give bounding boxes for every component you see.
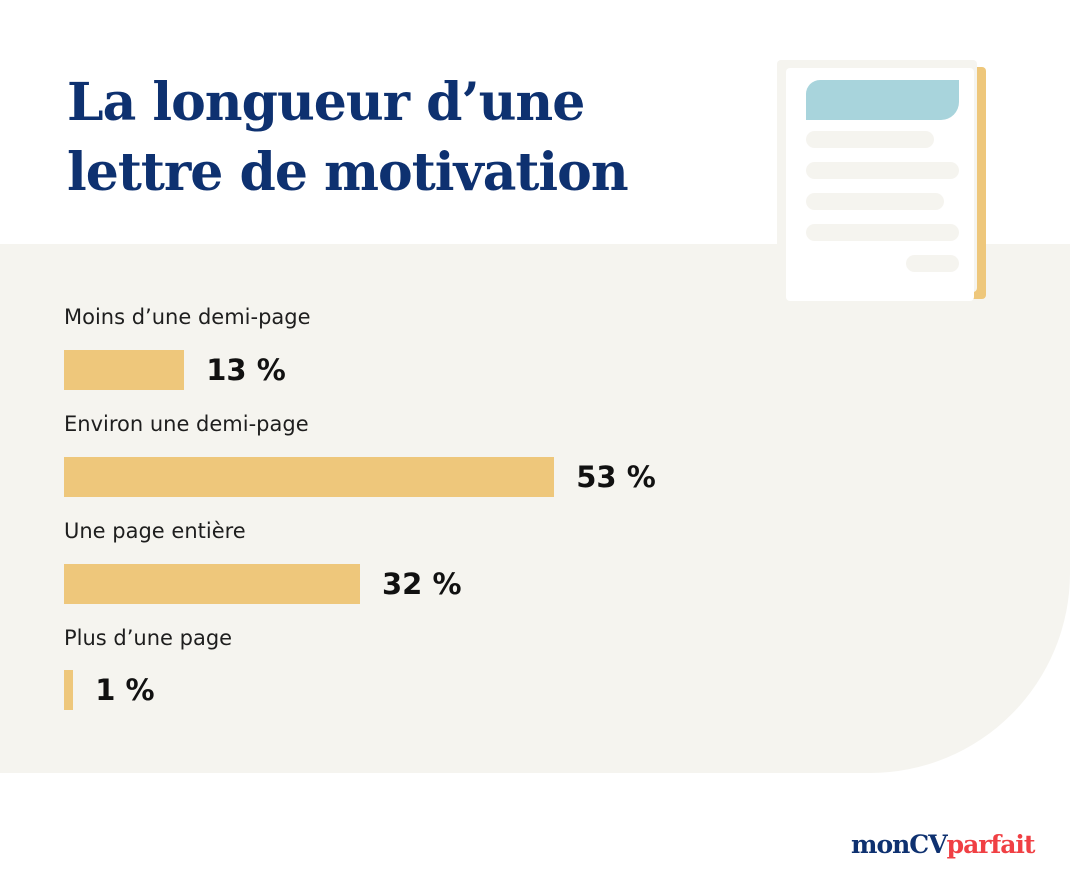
value-label: 1 % [95,673,155,707]
category-label: Plus d’une page [64,626,233,650]
value-label: 13 % [206,353,286,387]
title-line-2: lettre de motivation [67,142,629,203]
category-label: Environ une demi-page [64,412,309,436]
bar [64,350,185,390]
page-title: La longueur d’une lettre de motivation [67,68,629,208]
category-label: Moins d’une demi-page [64,305,311,329]
category-label: Une page entière [64,519,246,543]
chart-panel [0,244,1070,773]
bar [64,457,555,497]
title-line-1: La longueur d’une [67,72,585,133]
value-label: 32 % [382,567,462,601]
logo-part-1: monCV [851,830,948,859]
moncvparfait-logo: monCVparfait [851,830,1036,859]
bar [64,564,360,604]
value-label: 53 % [576,460,656,494]
logo-part-2: parfait [946,830,1036,859]
document-icon [777,60,986,301]
bar [64,670,74,710]
